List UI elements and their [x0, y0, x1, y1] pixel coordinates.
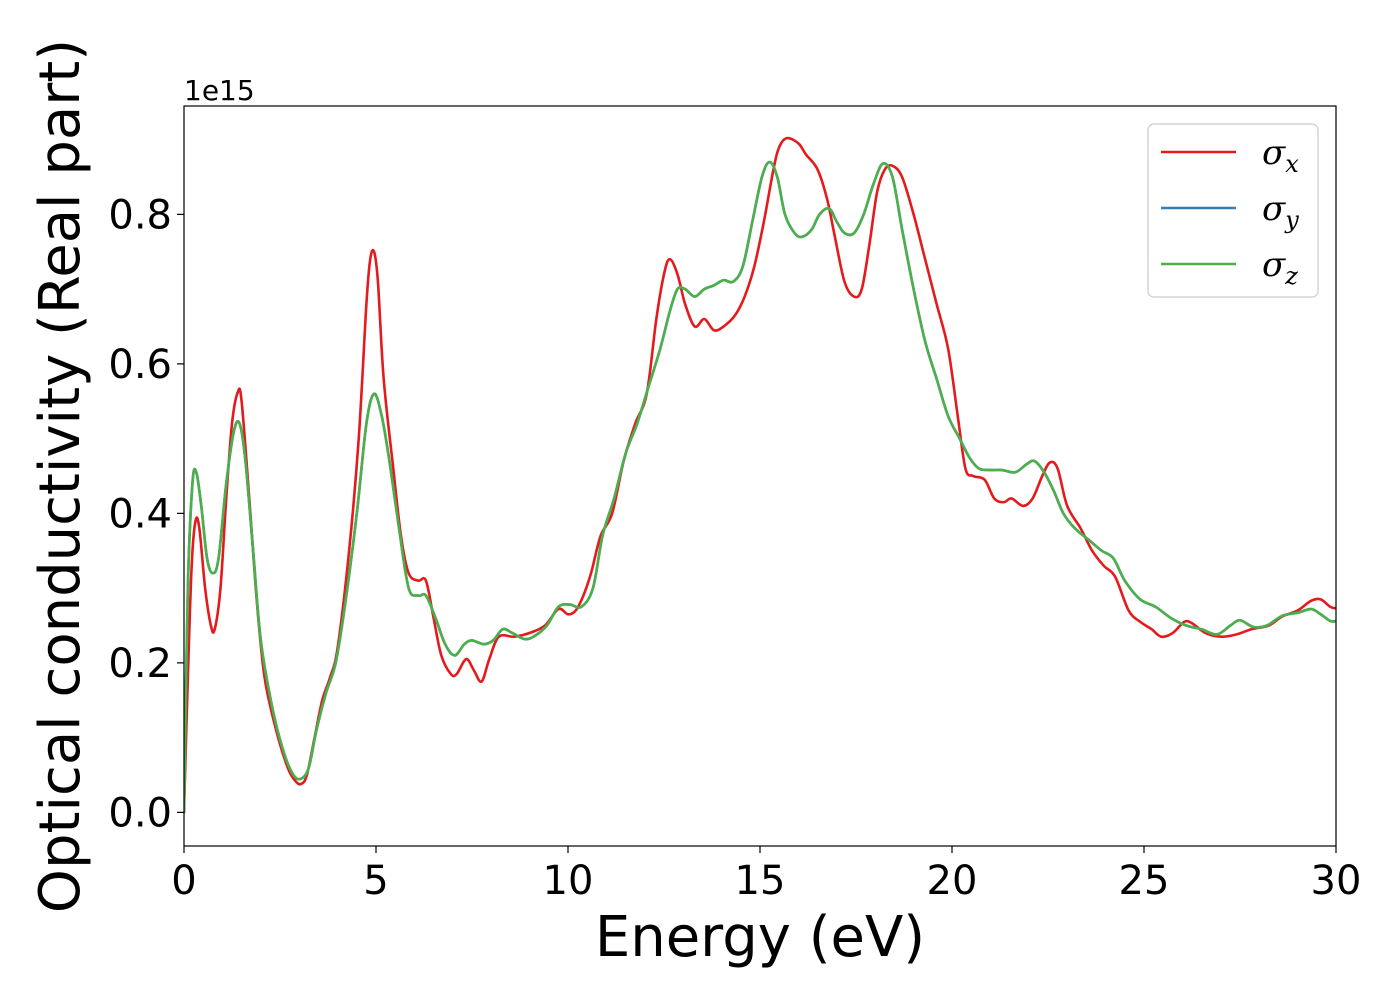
legend-symbol: σ — [1262, 133, 1286, 173]
x-tick-label: 15 — [735, 858, 786, 904]
x-tick-label: 5 — [363, 858, 388, 904]
series-layer — [184, 136, 1336, 814]
y-axis-ticks: 0.0 0.2 0.4 0.6 0.8 — [108, 192, 184, 836]
x-tick-label: 20 — [927, 858, 978, 904]
plot-area — [183, 105, 1337, 847]
series-line-z — [184, 160, 1336, 814]
legend-label-z: σz — [1262, 245, 1298, 290]
legend-subscript: x — [1285, 150, 1299, 178]
y-axis-label: Optical conductivity (Real part) — [28, 39, 93, 913]
y-tick-label: 0.6 — [108, 342, 172, 388]
legend-label-y: σy — [1262, 189, 1299, 234]
x-axis-label: Energy (eV) — [595, 905, 925, 970]
x-tick-label: 25 — [1119, 858, 1170, 904]
series-line-x — [184, 136, 1336, 814]
legend-box — [1147, 123, 1319, 298]
legend-subscript: z — [1284, 262, 1298, 290]
x-axis-ticks: 0 5 10 15 20 25 30 — [171, 846, 1361, 904]
legend-symbol: σ — [1262, 245, 1286, 285]
y-tick-label: 0.2 — [108, 641, 172, 687]
y-tick-label: 0.0 — [108, 790, 172, 836]
x-tick-label: 30 — [1311, 858, 1362, 904]
y-offset-label: 1e15 — [184, 74, 255, 107]
legend-symbol: σ — [1262, 189, 1286, 229]
x-tick-label: 0 — [171, 858, 196, 904]
legend-subscript: y — [1284, 206, 1299, 234]
y-tick-label: 0.8 — [108, 192, 172, 238]
y-tick-label: 0.4 — [108, 491, 172, 537]
legend-label-x: σx — [1262, 133, 1299, 178]
x-tick-label: 10 — [543, 858, 594, 904]
